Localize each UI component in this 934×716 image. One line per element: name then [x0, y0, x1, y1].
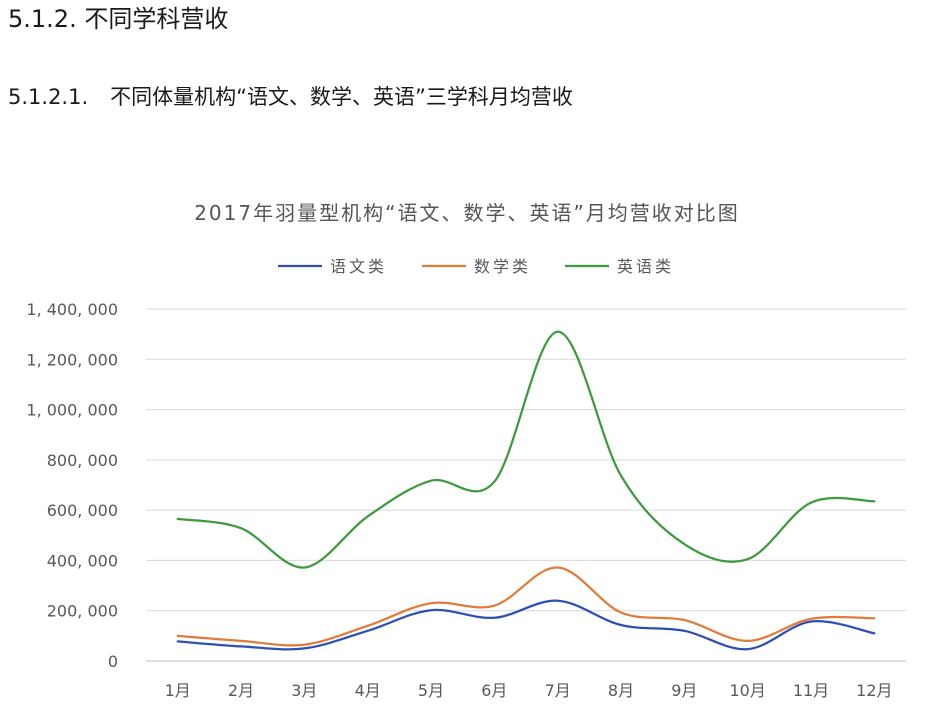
x-tick-label: 12月	[856, 681, 892, 700]
section-heading: 5.1.2. 不同学科营收	[8, 2, 228, 36]
x-tick-label: 10月	[729, 681, 765, 700]
y-tick-label: 0	[108, 652, 118, 671]
subsection-heading-text: 不同体量机构“语文、数学、英语”三学科月均营收	[110, 85, 573, 109]
y-tick-label: 400, 000	[47, 551, 118, 570]
x-tick-label: 9月	[671, 681, 697, 700]
legend-label: 语文类	[330, 257, 387, 276]
subsection-heading-number: 5.1.2.1.	[8, 85, 89, 109]
chart-title: 2017年羽量型机构“语文、数学、英语”月均营收对比图	[194, 201, 740, 225]
y-tick-label: 600, 000	[47, 501, 118, 520]
series-line-2	[176, 566, 876, 647]
x-tick-label: 8月	[608, 681, 634, 700]
x-tick-label: 1月	[165, 681, 191, 700]
x-tick-label: 2月	[228, 681, 254, 700]
x-tick-label: 6月	[481, 681, 507, 700]
y-tick-label: 1, 400, 000	[26, 300, 118, 319]
series-line-1	[176, 599, 876, 651]
section-heading-number: 5.1.2.	[8, 5, 77, 33]
axes: 0 200, 000 400, 000 600, 000 800, 000 1, 000,…	[26, 300, 906, 700]
y-tick-label: 800, 000	[47, 451, 118, 470]
subsection-heading: 5.1.2.1. 不同体量机构“语文、数学、英语”三学科月均营收	[8, 80, 573, 114]
gridlines	[146, 308, 906, 612]
y-tick-label: 1, 200, 000	[26, 350, 118, 369]
series-lines	[176, 330, 876, 651]
series-line-3	[176, 330, 876, 569]
x-tick-label: 5月	[418, 681, 444, 700]
x-tick-label: 3月	[291, 681, 317, 700]
x-tick-label: 4月	[355, 681, 381, 700]
legend: 语文类 数学类 英语类	[278, 257, 674, 276]
y-tick-label: 1, 000, 000	[26, 401, 118, 420]
section-heading-text: 不同学科营收	[84, 5, 229, 33]
legend-label: 英语类	[617, 257, 674, 276]
y-tick-label: 200, 000	[47, 602, 118, 621]
x-tick-label: 11月	[793, 681, 829, 700]
x-tick-label: 7月	[545, 681, 571, 700]
legend-label: 数学类	[474, 257, 531, 276]
